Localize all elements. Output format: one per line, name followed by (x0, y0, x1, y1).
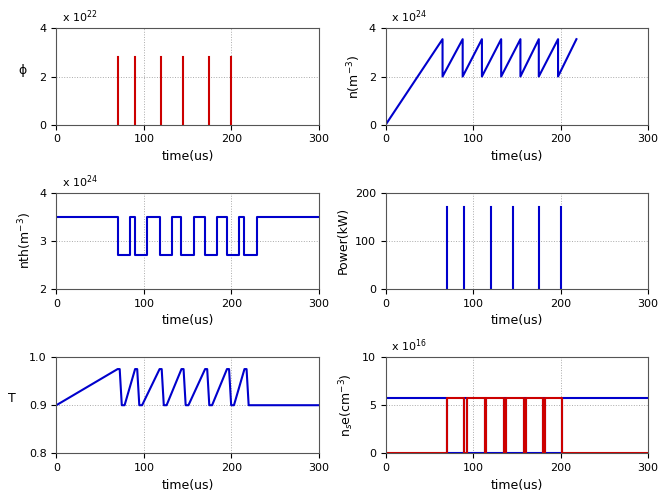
Text: x 10$^{24}$: x 10$^{24}$ (61, 173, 97, 190)
X-axis label: time(us): time(us) (161, 150, 214, 163)
Text: x 10$^{24}$: x 10$^{24}$ (391, 9, 427, 26)
Y-axis label: nth(m$^{-3}$): nth(m$^{-3}$) (17, 212, 34, 270)
X-axis label: time(us): time(us) (491, 314, 543, 328)
Text: x 10$^{22}$: x 10$^{22}$ (61, 9, 97, 26)
Text: x 10$^{16}$: x 10$^{16}$ (391, 338, 427, 354)
Y-axis label: T: T (8, 392, 16, 405)
Y-axis label: n(m$^{-3}$): n(m$^{-3}$) (346, 54, 364, 98)
X-axis label: time(us): time(us) (491, 150, 543, 163)
X-axis label: time(us): time(us) (161, 314, 214, 328)
X-axis label: time(us): time(us) (491, 478, 543, 492)
X-axis label: time(us): time(us) (161, 478, 214, 492)
Y-axis label: n$_{s}$e(cm$^{-3}$): n$_{s}$e(cm$^{-3}$) (338, 374, 356, 437)
Y-axis label: ϕ: ϕ (19, 64, 27, 76)
Y-axis label: Power(kW): Power(kW) (336, 208, 350, 274)
